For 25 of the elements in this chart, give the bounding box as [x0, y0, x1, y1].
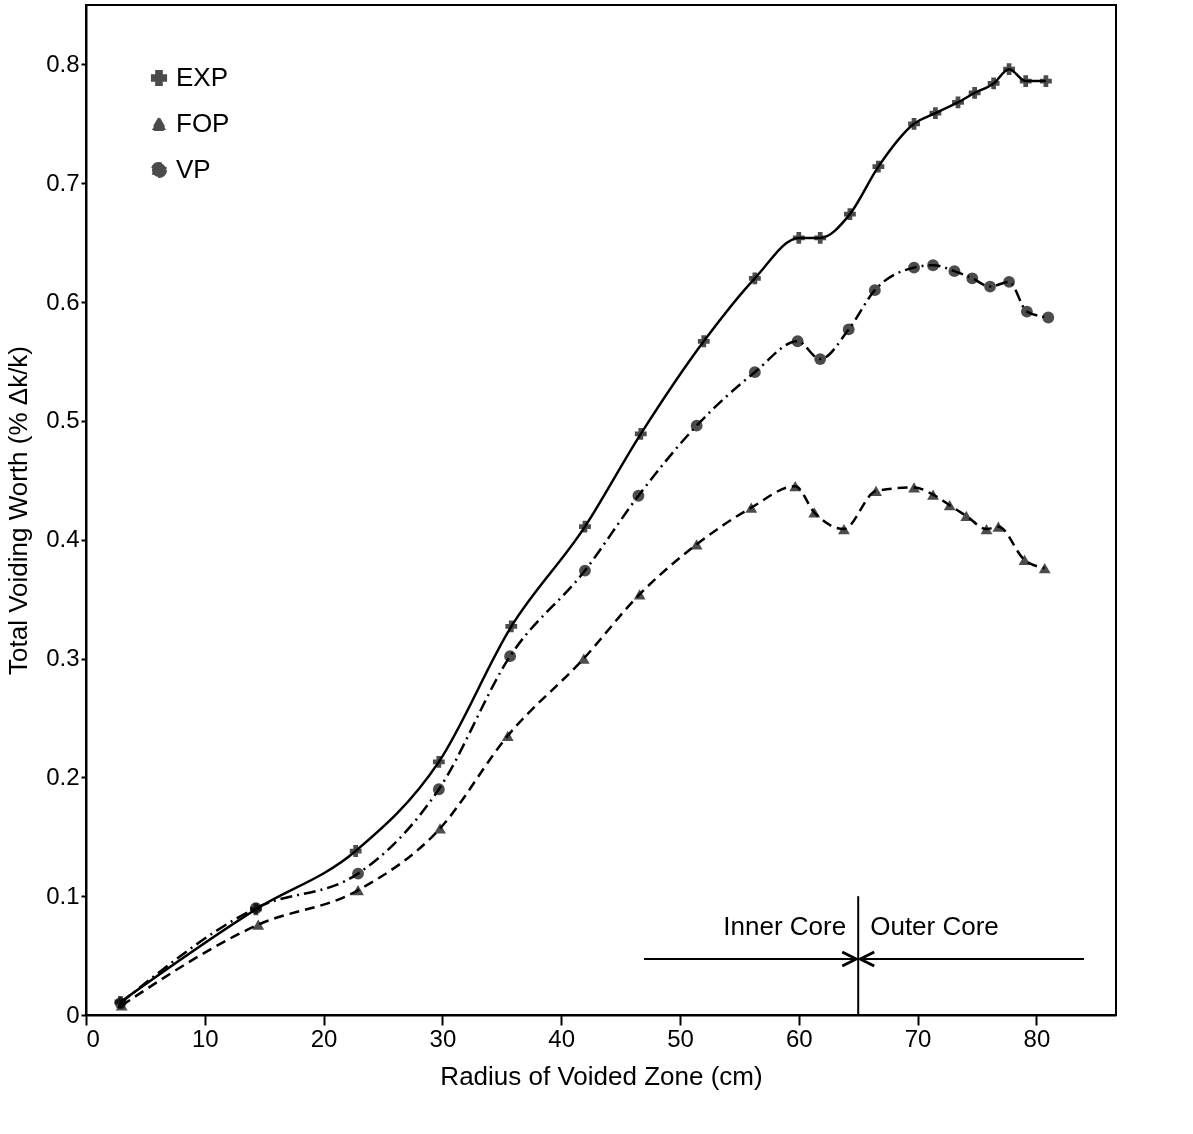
- x-tick-label: 60: [785, 1024, 813, 1052]
- y-tick-label: 0: [66, 1000, 80, 1028]
- annotation: Outer Core: [870, 911, 999, 941]
- x-axis-title: Radius of Voided Zone (cm): [440, 1060, 763, 1091]
- y-tick-label: 0.1: [46, 881, 80, 909]
- y-tick-label: 0.2: [46, 762, 80, 790]
- legend-label: VP: [176, 154, 211, 184]
- x-tick-label: 0: [86, 1024, 100, 1052]
- x-tick-label: 80: [1023, 1024, 1051, 1052]
- x-tick-label: 40: [548, 1024, 576, 1052]
- x-tick-label: 50: [667, 1024, 694, 1052]
- annotation: Inner Core: [723, 911, 847, 941]
- legend-label: FOP: [176, 108, 230, 138]
- y-tick-label: 0.7: [46, 168, 80, 196]
- y-tick-label: 0.8: [46, 49, 80, 77]
- y-axis-title: Total Voiding Worth (% Δk/k): [3, 345, 34, 676]
- x-tick-label: 30: [429, 1024, 457, 1052]
- y-tick-label: 0.5: [46, 406, 80, 434]
- y-tick-label: 0.4: [46, 525, 80, 553]
- legend-label: EXP: [176, 62, 229, 92]
- x-tick-label: 10: [191, 1024, 219, 1052]
- y-tick-label: 0.3: [46, 644, 80, 672]
- y-tick-label: 0.6: [46, 287, 80, 315]
- x-tick-label: 70: [904, 1024, 932, 1052]
- x-tick-label: 20: [310, 1024, 338, 1052]
